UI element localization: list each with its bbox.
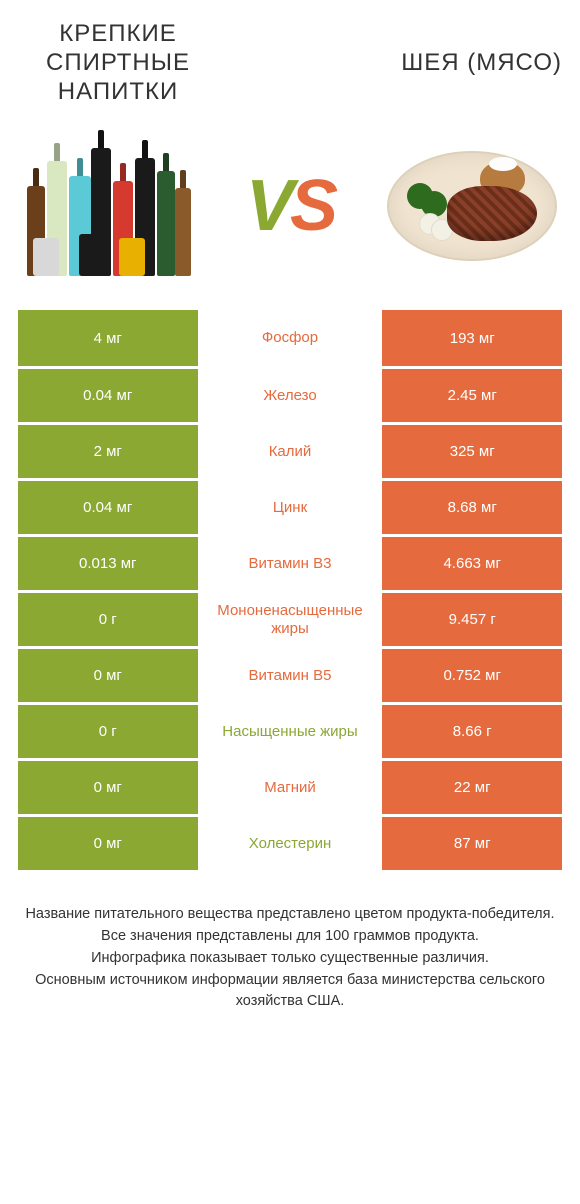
footer-line: Основным источником информации является … xyxy=(24,970,556,1014)
nutrient-label: Холестерин xyxy=(198,817,383,870)
product-left-illustration xyxy=(18,136,198,276)
table-row: 0.013 мгВитамин B34.663 мг xyxy=(18,534,562,590)
value-left: 2 мг xyxy=(18,425,198,478)
nutrient-label: Магний xyxy=(198,761,383,814)
table-row: 0 гМононенасыщенные жиры9.457 г xyxy=(18,590,562,646)
footer-line: Все значения представлены для 100 граммо… xyxy=(24,926,556,948)
value-right: 193 мг xyxy=(382,310,562,366)
value-right: 9.457 г xyxy=(382,593,562,646)
table-row: 0 гНасыщенные жиры8.66 г xyxy=(18,702,562,758)
nutrient-label: Калий xyxy=(198,425,383,478)
steak-plate-icon xyxy=(387,151,557,261)
table-row: 0.04 мгЦинк8.68 мг xyxy=(18,478,562,534)
table-row: 0.04 мгЖелезо2.45 мг xyxy=(18,366,562,422)
product-right-illustration xyxy=(382,136,562,276)
value-left: 0.04 мг xyxy=(18,369,198,422)
nutrient-label: Витамин B3 xyxy=(198,537,383,590)
nutrient-comparison-table: 4 мгФосфор193 мг0.04 мгЖелезо2.45 мг2 мг… xyxy=(18,310,562,870)
table-row: 4 мгФосфор193 мг xyxy=(18,310,562,366)
nutrient-label: Фосфор xyxy=(198,310,383,366)
table-row: 0 мгМагний22 мг xyxy=(18,758,562,814)
value-left: 0 г xyxy=(18,705,198,758)
title-right: ШЕЯ (МЯСО) xyxy=(302,49,562,77)
value-left: 0.04 мг xyxy=(18,481,198,534)
nutrient-label: Насыщенные жиры xyxy=(198,705,383,758)
value-right: 87 мг xyxy=(382,817,562,870)
header: КРЕПКИЕ СПИРТНЫЕ НАПИТКИ ШЕЯ (МЯСО) xyxy=(18,20,562,106)
footer-notes: Название питательного вещества представл… xyxy=(18,904,562,1013)
value-left: 0 мг xyxy=(18,649,198,702)
vs-s-letter: S xyxy=(290,166,334,246)
value-right: 0.752 мг xyxy=(382,649,562,702)
value-left: 0 мг xyxy=(18,817,198,870)
nutrient-label: Мононенасыщенные жиры xyxy=(198,593,383,646)
nutrient-label: Цинк xyxy=(198,481,383,534)
footer-line: Инфографика показывает только существенн… xyxy=(24,948,556,970)
value-left: 0 г xyxy=(18,593,198,646)
table-row: 0 мгВитамин B50.752 мг xyxy=(18,646,562,702)
table-row: 2 мгКалий325 мг xyxy=(18,422,562,478)
value-right: 8.66 г xyxy=(382,705,562,758)
nutrient-label: Железо xyxy=(198,369,383,422)
value-right: 4.663 мг xyxy=(382,537,562,590)
value-left: 4 мг xyxy=(18,310,198,366)
footer-line: Название питательного вещества представл… xyxy=(24,904,556,926)
value-left: 0 мг xyxy=(18,761,198,814)
value-right: 325 мг xyxy=(382,425,562,478)
vs-label: VS xyxy=(246,165,334,247)
value-right: 8.68 мг xyxy=(382,481,562,534)
value-left: 0.013 мг xyxy=(18,537,198,590)
value-right: 22 мг xyxy=(382,761,562,814)
comparison-images-row: VS xyxy=(18,126,562,286)
vs-v-letter: V xyxy=(246,166,290,246)
nutrient-label: Витамин B5 xyxy=(198,649,383,702)
bottles-cluster-icon xyxy=(23,136,193,276)
value-right: 2.45 мг xyxy=(382,369,562,422)
title-left: КРЕПКИЕ СПИРТНЫЕ НАПИТКИ xyxy=(18,20,218,106)
table-row: 0 мгХолестерин87 мг xyxy=(18,814,562,870)
